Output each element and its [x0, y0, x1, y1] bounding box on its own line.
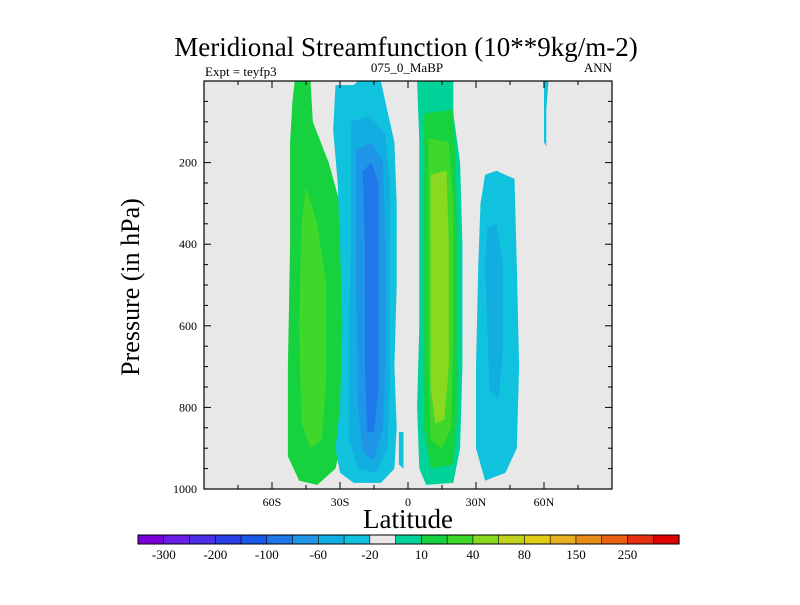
x-tick-label: 60S [263, 495, 282, 509]
x-tick-label: 0 [405, 495, 411, 509]
colorbar-label: -100 [255, 547, 279, 562]
contour-nh-upper-sliver [544, 81, 549, 147]
colorbar-label: 150 [566, 547, 586, 562]
colorbar-frame [137, 534, 680, 545]
center-subtitle: 075_0_MaBP [371, 60, 443, 75]
colorbar-label: 80 [518, 547, 531, 562]
colorbar-box [163, 534, 191, 545]
x-tick-label: 60N [534, 495, 555, 509]
colorbar-box [240, 534, 268, 545]
plot-background [204, 81, 612, 489]
colorbar-box [189, 534, 216, 545]
colorbar-box [549, 534, 577, 545]
colorbar-box [498, 534, 526, 545]
colorbar-box [137, 534, 165, 545]
colorbar-box [318, 534, 345, 545]
colorbar-box [421, 534, 448, 545]
colorbar-box [446, 534, 474, 545]
contour-sh-jet-core [299, 187, 327, 449]
y-tick-label: 600 [179, 319, 197, 333]
axis-ticks: 60S 30S 0 30N 60N 200 400 600 800 1000 [173, 81, 612, 509]
y-tick-label: 200 [179, 156, 197, 170]
colorbar-box [395, 534, 422, 545]
y-tick-label: 1000 [173, 482, 197, 496]
colorbar-label: -20 [361, 547, 378, 562]
y-tick-label: 400 [179, 237, 197, 251]
colorbar-label: 250 [618, 547, 638, 562]
colorbar: -300 -200 -100 -60 -20 10 40 80 150 250 [137, 534, 680, 562]
left-subtitle: Expt = teyfp3 [205, 64, 277, 79]
colorbar-label: 10 [415, 547, 428, 562]
colorbar-box [575, 534, 603, 545]
colorbar-box [214, 534, 242, 545]
colorbar-box [369, 534, 397, 545]
contour-sh-hadley-core [362, 162, 379, 432]
x-tick-label: 30N [466, 495, 487, 509]
contour-nh-ferrel-inner [485, 223, 504, 400]
colorbar-box [524, 534, 551, 545]
colorbar-box [627, 534, 654, 545]
contour-sh-surface-tongue [398, 431, 404, 469]
colorbar-label: -200 [203, 547, 227, 562]
colorbar-box [266, 534, 294, 545]
y-axis-label: Pressure (in hPa) [116, 198, 145, 376]
colorbar-box [652, 534, 680, 545]
x-axis-label: Latitude [363, 504, 453, 534]
colorbar-box [343, 534, 371, 545]
y-tick-label: 800 [179, 400, 197, 414]
colorbar-box [292, 534, 319, 545]
colorbar-box [472, 534, 500, 545]
colorbar-label: -60 [310, 547, 327, 562]
right-subtitle: ANN [584, 60, 613, 75]
chart-title: Meridional Streamfunction (10**9kg/m-2) [174, 32, 637, 62]
contour-regions [287, 81, 549, 485]
colorbar-label: 40 [466, 547, 479, 562]
colorbar-label: -300 [152, 547, 176, 562]
contour-nh-hadley-core [430, 170, 449, 424]
colorbar-box [601, 534, 629, 545]
x-tick-label: 30S [331, 495, 350, 509]
